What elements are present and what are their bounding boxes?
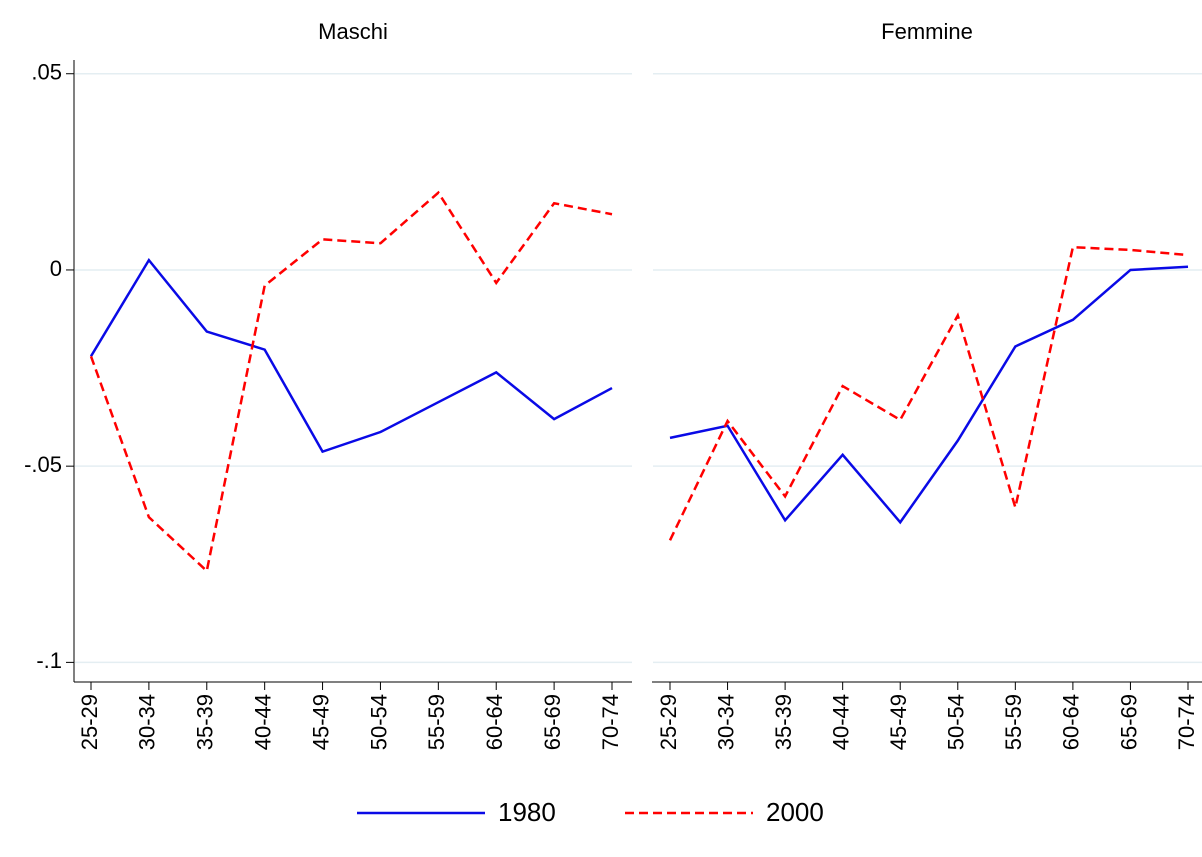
x-tick-label: 45-49 [308,694,333,750]
x-tick-label: 35-39 [193,694,218,750]
legend-label: 2000 [766,797,824,827]
y-tick-label: -.1 [36,648,62,673]
legend-label: 1980 [498,797,556,827]
series-line [669,265,1189,525]
y-tick-label: .05 [31,60,62,85]
panel-title: Maschi [318,19,388,44]
x-tick-label: 50-54 [944,694,969,750]
x-tick-label: 55-59 [1001,694,1026,750]
x-tick-label: 25-29 [77,694,102,750]
x-tick-label: 60-64 [482,694,507,750]
x-tick-label: 70-74 [1174,694,1199,750]
x-tick-label: 25-29 [656,694,681,750]
x-tick-label: 50-54 [366,694,391,750]
x-tick-label: 30-34 [713,694,738,750]
series-line [89,190,613,574]
x-tick-label: 65-69 [540,694,565,750]
x-tick-label: 60-64 [1059,694,1084,750]
x-tick-label: 70-74 [598,694,623,750]
x-tick-label: 65-69 [1116,694,1141,750]
series-line [89,257,613,454]
x-tick-label: 45-49 [886,694,911,750]
y-tick-label: 0 [50,256,62,281]
x-tick-label: 30-34 [135,694,160,750]
panel-title: Femmine [881,19,973,44]
series-line [668,245,1189,541]
x-tick-label: 40-44 [828,694,853,750]
x-tick-label: 35-39 [771,694,796,750]
x-tick-label: 40-44 [250,694,275,750]
y-tick-label: -.05 [24,452,62,477]
x-tick-label: 55-59 [424,694,449,750]
